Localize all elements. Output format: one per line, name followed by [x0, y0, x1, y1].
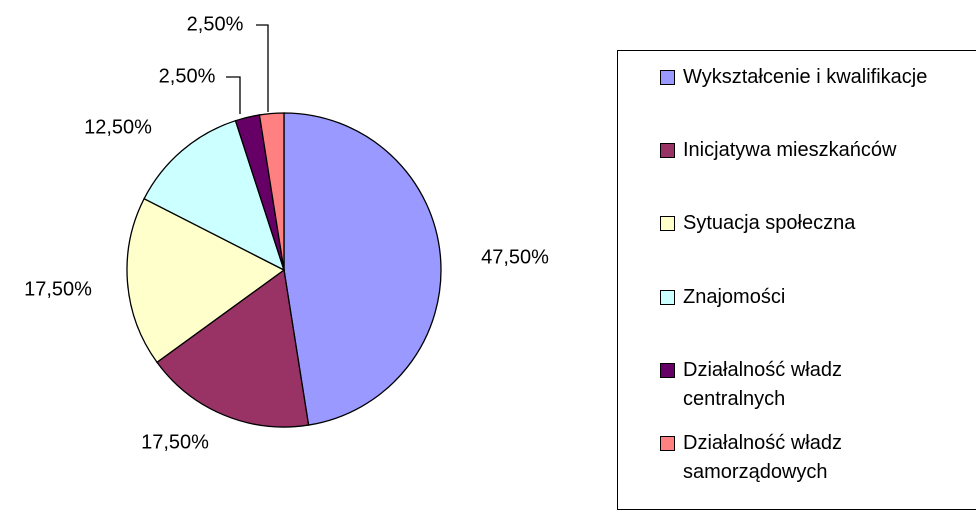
- legend-label: Sytuacja społeczna: [683, 212, 856, 234]
- legend-item: Sytuacja społeczna: [660, 209, 928, 238]
- legend-swatch: [660, 216, 675, 231]
- pie-slice: [258, 112, 285, 271]
- legend-swatch: [660, 290, 675, 305]
- legend-item: Wykształcenie i kwalifikacje: [660, 63, 928, 92]
- leader-line: [226, 76, 241, 114]
- legend-item: Działalność władz samorządowych: [660, 429, 928, 487]
- data-label: 17,50%: [141, 431, 209, 453]
- chart: 47,50% 17,50% 17,50% 12,50% 2,50% 2,50%: [24, 13, 549, 453]
- legend-swatch: [660, 363, 675, 378]
- data-label: 2,50%: [159, 65, 216, 87]
- legend-swatch: [660, 70, 675, 85]
- legend-swatch: [660, 436, 675, 451]
- legend-label: Inicjatywa mieszkańców: [683, 139, 897, 161]
- pie-slice: [143, 119, 286, 272]
- leader-line: [256, 24, 269, 112]
- legend-item: Znajomości: [660, 283, 928, 312]
- pie-slice: [283, 112, 442, 426]
- legend-item: Działalność władz centralnych: [660, 356, 928, 414]
- legend: Wykształcenie i kwalifikacje Inicjatywa m…: [617, 50, 976, 510]
- legend-label: Znajomości: [683, 286, 786, 308]
- page: {"chart_data": {"type": "pie", "categori…: [24, 13, 976, 510]
- data-label: 47,50%: [481, 246, 549, 268]
- data-label: 2,50%: [187, 13, 244, 35]
- legend-label: Działalność władz samorządowych: [683, 432, 842, 483]
- pie-slice: [126, 197, 286, 364]
- legend-swatch: [660, 143, 675, 158]
- legend-item: Inicjatywa mieszkańców: [660, 136, 928, 165]
- data-label: 12,50%: [84, 116, 152, 138]
- data-label: 17,50%: [24, 278, 92, 300]
- pie-slice: [156, 268, 310, 428]
- legend-label: Wykształcenie i kwalifikacje: [683, 66, 928, 88]
- legend-label: Działalność władz centralnych: [683, 359, 842, 410]
